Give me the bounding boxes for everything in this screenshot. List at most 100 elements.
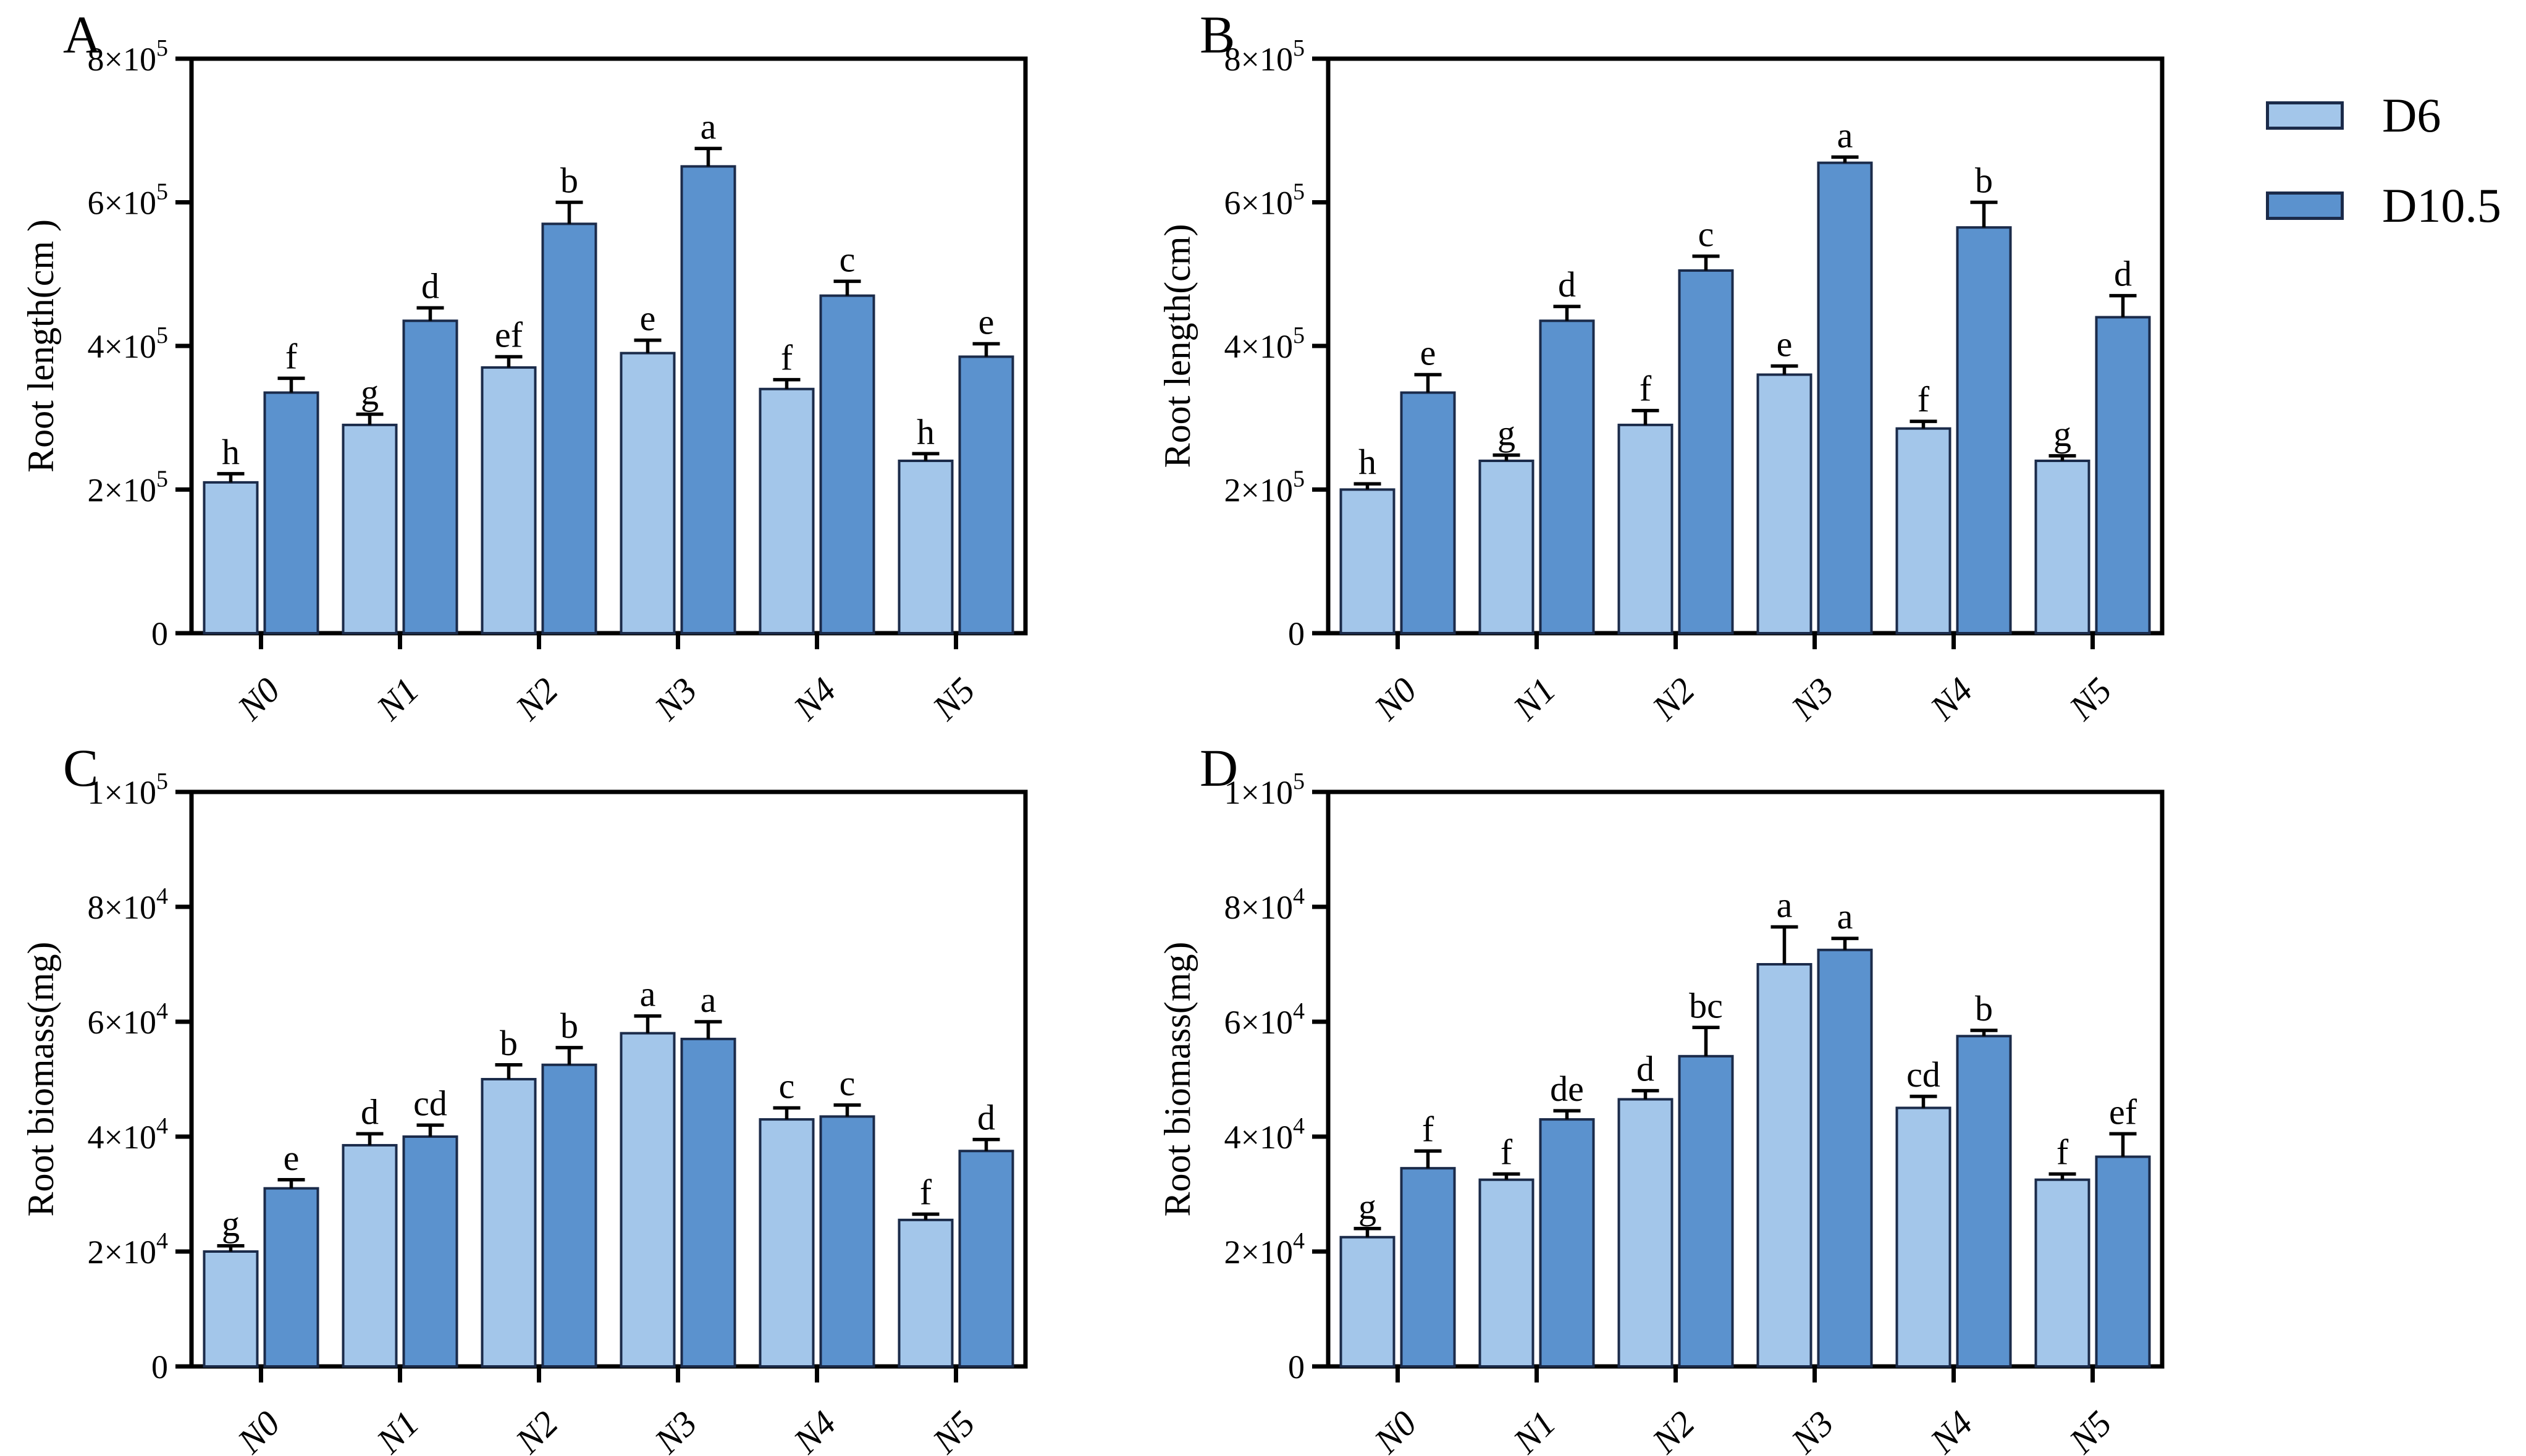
x-tick-label: N4 [1922,1403,1981,1456]
x-tick-label: N1 [1505,670,1564,726]
y-tick-label: 4×104 [1224,1113,1305,1156]
y-tick-label: 0 [1288,615,1305,652]
sig-letter: cd [413,1083,447,1123]
sig-letter: f [1501,1132,1513,1172]
x-tick-label: N2 [507,670,566,726]
bar-D6-N1 [1478,1178,1535,1368]
y-tick-label: 1×105 [1224,768,1305,811]
x-tick-label: N0 [229,670,288,726]
bar-D6-N1 [1478,460,1535,634]
y-tick-label: 6×105 [1224,179,1305,222]
sig-letter: b [560,1006,578,1046]
bar-D6-N4 [759,387,815,634]
y-tick-label: 4×105 [1224,322,1305,365]
bar-D10.5-N0 [263,1187,319,1368]
y-tick-label: 4×104 [88,1113,168,1156]
bar-D10.5-N3 [1817,161,1873,634]
bar-D10.5-N4 [819,1115,875,1368]
bar-D6-N3 [620,351,676,634]
y-tick-label: 8×105 [88,35,168,78]
sig-letter: f [1640,369,1652,409]
sig-letter: ef [495,314,523,355]
sig-letter: a [640,974,656,1014]
legend-item-d10-5: D10.5 [2266,182,2501,230]
panel-letter: B [1200,5,1235,64]
y-tick-label: 2×105 [88,466,168,509]
sig-letter: cd [1906,1054,1940,1095]
sig-letter: g [2053,414,2071,454]
bar-D10.5-N2 [541,1063,597,1368]
y-tick-label: 6×105 [88,179,168,222]
bar-D10.5-N1 [402,319,458,634]
sig-letter: h [917,411,935,452]
x-tick-label: N2 [507,1403,566,1456]
bar-D6-N0 [1339,488,1396,634]
legend-label-d10-5: D10.5 [2382,179,2501,232]
x-tick-label: N5 [2061,1403,2120,1456]
bar-D10.5-N0 [1400,391,1456,634]
sig-letter: g [1358,1187,1376,1227]
bar-D6-N5 [2034,1178,2090,1368]
bar-D10.5-N1 [1539,319,1595,634]
sig-letter: e [640,298,656,339]
bar-D6-N5 [2034,460,2090,634]
bar-D6-N2 [481,366,537,634]
legend-swatch-d10-5-icon [2266,191,2344,220]
bar-D10.5-N5 [958,1150,1014,1368]
sig-letter: g [222,1204,240,1244]
legend-label-d6: D6 [2382,88,2441,142]
bar-D10.5-N4 [819,294,875,634]
sig-letter: c [779,1066,795,1106]
y-tick-label: 2×104 [1224,1228,1305,1271]
sig-letter: c [840,1063,856,1103]
bar-D6-N3 [1756,373,1812,634]
panel-C-chart: C 0 2×104 4×104 6×104 8×104 1×105 Root biomass(… [20,738,1028,1456]
sig-letter: f [920,1172,932,1213]
bar-D10.5-N1 [402,1135,458,1368]
sig-letter: g [361,372,379,412]
x-tick-label: N5 [924,670,983,726]
bar-D6-N3 [1756,963,1812,1368]
sig-letter: f [2057,1132,2069,1172]
sig-letter: d [361,1092,379,1132]
bar-D10.5-N4 [1956,1035,2012,1368]
x-tick-label: N1 [1505,1403,1564,1456]
sig-letter: h [1358,442,1376,482]
bar-D10.5-N3 [1817,948,1873,1368]
bar-D6-N4 [759,1118,815,1368]
sig-letter: d [1558,264,1576,305]
panel-letter: A [63,5,101,64]
x-tick-label: N0 [1366,670,1425,726]
panel-letter: C [63,738,98,797]
sig-letter: e [1420,333,1436,373]
sig-letter: f [1422,1109,1434,1149]
y-tick-label: 0 [1288,1349,1305,1386]
panel-A: A 0 2×105 4×105 6×105 8×105 Root length(cm ) N0… [19,3,1069,726]
sig-letter: b [500,1023,518,1063]
x-tick-label: N4 [785,1403,844,1456]
bar-D6-N5 [898,1218,954,1368]
panel-B: B 0 2×105 4×105 6×105 8×105 Root length(cm) N0 h… [1155,3,2205,726]
x-tick-label: N0 [1366,1403,1425,1456]
y-tick-label: 4×105 [88,322,168,365]
bar-D6-N4 [1895,427,1951,634]
x-tick-label: N4 [785,670,844,726]
panel-A-chart: A 0 2×105 4×105 6×105 8×105 Root length(cm ) N0… [20,5,1028,726]
bar-D10.5-N2 [1678,1054,1734,1368]
y-tick-label: 2×105 [1224,466,1305,509]
bar-D10.5-N5 [958,355,1014,634]
x-tick-label: N2 [1644,1403,1703,1456]
x-tick-label: N2 [1644,670,1703,726]
panel-letter: D [1200,738,1238,797]
x-tick-label: N3 [1783,670,1842,726]
sig-letter: f [285,336,298,376]
sig-letter: d [1636,1049,1654,1089]
bar-D10.5-N0 [1400,1167,1456,1368]
sig-letter: d [977,1098,995,1138]
y-tick-label: 0 [151,1349,168,1386]
bar-D6-N2 [481,1078,537,1368]
sig-letter: b [560,161,578,201]
bar-D10.5-N0 [263,391,319,634]
legend: D6 D10.5 [2266,91,2501,230]
sig-letter: e [284,1138,300,1178]
